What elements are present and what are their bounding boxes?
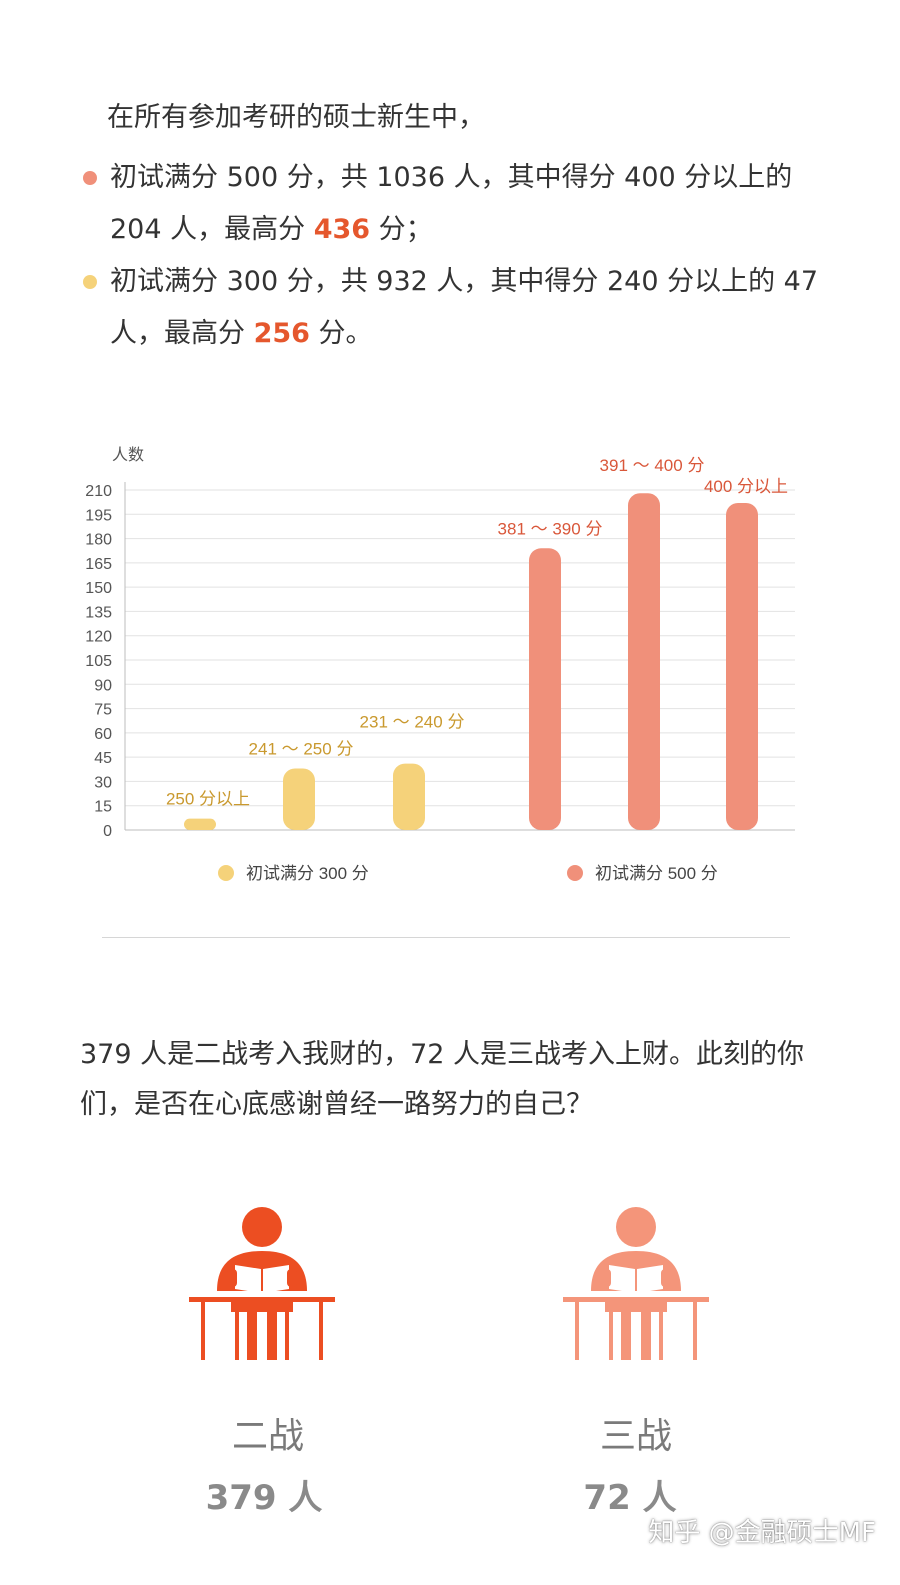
leg-shape (641, 1312, 651, 1360)
seat-shape (231, 1302, 293, 1312)
legend-marker (567, 865, 583, 881)
y-tick-label: 90 (94, 677, 112, 694)
leg-shape (247, 1312, 257, 1360)
y-tick-label: 195 (85, 507, 112, 524)
desk-leg (319, 1302, 323, 1360)
bar-label: 241 ～ 250 分 (249, 739, 354, 758)
head-shape (242, 1207, 282, 1247)
hand-left (601, 1269, 611, 1287)
score-bar-chart: 0 15 30 45 60 75 90 105 120 135 150 165 180 195 210 人数 2… (85, 446, 795, 883)
highlight-score: 436 (313, 214, 371, 245)
book-page-left (235, 1265, 261, 1293)
paragraph-text: 379 人是二战考入我财的，72 人是三战考入上财。此刻的你们，是否在心底感谢曾… (80, 1039, 805, 1120)
book-page-right (263, 1265, 289, 1293)
chair-leg (659, 1312, 663, 1360)
bar (726, 502, 758, 830)
student-reading-icon (563, 1207, 709, 1360)
desk-leg (201, 1302, 205, 1360)
legend-label: 初试满分 300 分 (246, 864, 369, 883)
y-tick-label: 120 (85, 629, 112, 646)
y-tick-label: 105 (85, 653, 112, 670)
figure-label: 二战 (231, 1416, 304, 1457)
book-page-left (609, 1265, 635, 1293)
desk-top (563, 1297, 709, 1302)
leg-shape (621, 1312, 631, 1360)
bar (184, 818, 216, 830)
chair-leg (609, 1312, 613, 1360)
bullet-text: 初试满分 500 分，共 1036 人，其中得分 400 分以上的 204 人，… (110, 162, 793, 245)
figure-count: 379 人 (205, 1478, 323, 1518)
bullet-dot (83, 171, 97, 185)
y-tick-label: 30 (94, 774, 112, 791)
desk-leg (575, 1302, 579, 1360)
chair-leg (285, 1312, 289, 1360)
bar (283, 768, 315, 830)
intro-text: 在所有参加考研的硕士新生中， (107, 102, 485, 133)
highlight-score: 256 (253, 318, 310, 349)
y-tick-label: 75 (94, 702, 112, 719)
y-tick-label: 210 (85, 483, 112, 500)
y-tick-label: 135 (85, 604, 112, 621)
bullet-text-end: 分； (370, 214, 433, 245)
desk-top (189, 1297, 335, 1302)
bullet-text-end: 分。 (309, 318, 373, 349)
bullet-300: 初试满分 300 分，共 932 人，其中得分 240 分以上的 47 人，最高… (83, 256, 830, 360)
chair-leg (235, 1312, 239, 1360)
y-axis-label: 人数 (112, 446, 144, 464)
legend-marker (218, 865, 234, 881)
leg-shape (267, 1312, 277, 1360)
y-tick-label: 15 (94, 799, 112, 816)
student-reading-icon (189, 1207, 335, 1360)
hand-right (661, 1269, 671, 1287)
bar-label: 391 ～ 400 分 (600, 456, 705, 475)
bar (529, 548, 561, 830)
y-tick-label: 165 (85, 556, 112, 573)
y-tick-label: 0 (103, 823, 112, 840)
bar-label: 400 分以上 (704, 477, 788, 496)
y-tick-label: 60 (94, 726, 112, 743)
seat-shape (605, 1302, 667, 1312)
legend-label: 初试满分 500 分 (595, 864, 718, 883)
bullet-dot (83, 275, 97, 289)
head-shape (616, 1207, 656, 1247)
y-tick-label: 150 (85, 580, 112, 597)
y-tick-label: 180 (85, 532, 112, 549)
bar-label: 381 ～ 390 分 (498, 519, 603, 538)
divider (102, 937, 790, 938)
bar (628, 493, 660, 830)
bar-label: 231 ～ 240 分 (360, 713, 465, 732)
figure-count: 72 人 (583, 1478, 677, 1518)
hand-right (287, 1269, 297, 1287)
y-tick-label: 45 (94, 750, 112, 767)
bullet-500: 初试满分 500 分，共 1036 人，其中得分 400 分以上的 204 人，… (83, 152, 830, 256)
book-page-right (637, 1265, 663, 1293)
bar (393, 763, 425, 830)
figure-label: 三战 (599, 1416, 672, 1457)
bullet-text: 初试满分 300 分，共 932 人，其中得分 240 分以上的 47 人，最高… (110, 266, 819, 349)
desk-leg (693, 1302, 697, 1360)
hand-left (227, 1269, 237, 1287)
bar-label: 250 分以上 (166, 790, 250, 809)
watermark: 知乎 @金融硕士MF (648, 1518, 876, 1548)
